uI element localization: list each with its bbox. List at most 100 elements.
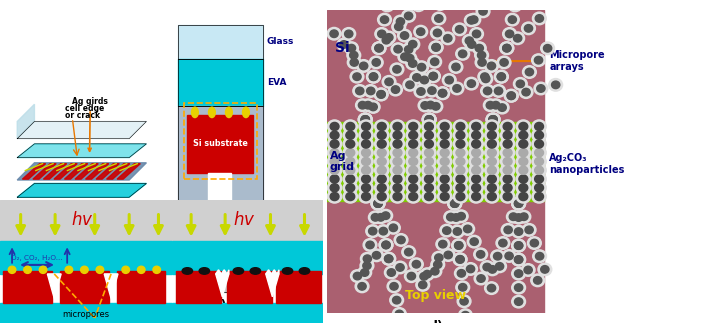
Circle shape [450,82,464,95]
Circle shape [363,262,371,269]
Circle shape [378,166,386,174]
Circle shape [366,241,374,249]
Circle shape [404,248,413,256]
Circle shape [445,76,453,84]
Circle shape [328,172,342,185]
Circle shape [369,56,383,69]
Circle shape [477,51,486,59]
Circle shape [374,88,388,101]
Circle shape [391,43,405,56]
Polygon shape [172,200,323,241]
Circle shape [513,78,527,90]
Circle shape [403,78,417,91]
Circle shape [380,16,389,24]
Circle shape [344,42,359,55]
Circle shape [406,57,420,70]
Circle shape [361,193,370,201]
Circle shape [507,92,515,99]
Circle shape [508,16,517,24]
Circle shape [475,44,484,52]
Circle shape [425,175,433,183]
Circle shape [521,264,535,276]
Circle shape [122,266,129,273]
Circle shape [408,193,418,201]
Circle shape [512,253,526,266]
Circle shape [385,255,393,263]
Circle shape [519,131,528,139]
Circle shape [497,73,505,80]
Circle shape [359,113,372,126]
Circle shape [469,164,483,177]
Circle shape [504,89,518,102]
Circle shape [515,228,523,235]
Circle shape [485,129,499,142]
Circle shape [361,116,369,123]
Circle shape [515,242,523,249]
Circle shape [487,122,496,130]
Circle shape [420,268,434,280]
Circle shape [531,274,545,287]
Polygon shape [44,164,67,179]
Ellipse shape [250,268,261,274]
Circle shape [371,197,385,210]
Text: Ag girds: Ag girds [72,97,108,151]
Circle shape [427,70,440,82]
Circle shape [379,209,392,222]
Ellipse shape [182,268,193,274]
Circle shape [507,92,515,99]
Circle shape [359,164,373,177]
Circle shape [491,101,500,109]
Circle shape [359,101,367,109]
Circle shape [440,166,449,174]
Circle shape [455,267,468,280]
Circle shape [456,140,465,148]
Circle shape [513,35,522,42]
Circle shape [382,31,396,44]
Circle shape [375,138,389,151]
Circle shape [427,101,434,109]
Circle shape [440,140,449,148]
Circle shape [411,0,425,12]
Circle shape [452,214,460,221]
Circle shape [361,116,369,123]
Circle shape [346,166,355,174]
Circle shape [472,122,481,130]
Circle shape [418,99,432,112]
Circle shape [532,181,546,194]
Circle shape [515,256,523,263]
Circle shape [330,166,339,174]
Circle shape [387,269,396,276]
Circle shape [425,166,433,174]
Text: Glass: Glass [266,37,294,47]
Circle shape [390,146,405,159]
Circle shape [530,239,538,247]
Circle shape [503,149,512,157]
Polygon shape [65,164,88,179]
Circle shape [432,44,440,51]
Circle shape [424,99,437,111]
Circle shape [440,157,449,166]
Circle shape [359,146,373,159]
Circle shape [472,157,481,166]
Circle shape [532,155,546,168]
Circle shape [353,85,367,97]
Circle shape [375,44,383,52]
Circle shape [406,38,420,50]
Circle shape [444,251,453,259]
Circle shape [356,87,364,95]
Circle shape [495,101,509,114]
Circle shape [377,90,385,98]
Polygon shape [176,271,221,303]
Circle shape [448,197,462,210]
Circle shape [494,70,508,83]
Circle shape [487,166,496,174]
Circle shape [406,129,420,142]
Circle shape [387,222,400,234]
Circle shape [453,190,467,203]
Polygon shape [178,211,263,251]
Circle shape [368,211,382,224]
Circle shape [503,44,511,52]
Circle shape [466,265,475,273]
Circle shape [486,263,499,276]
Circle shape [359,62,368,70]
